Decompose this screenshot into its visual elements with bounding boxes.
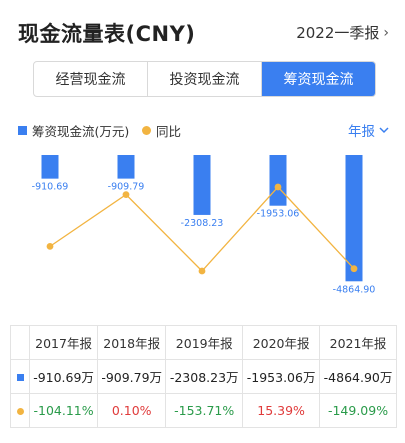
table-header-cell: 2021年报	[319, 325, 397, 360]
table-row-yoy: -104.11% 0.10% -153.71% 15.39% -149.09%	[10, 393, 397, 428]
period-type-dropdown[interactable]: 年报	[348, 120, 389, 140]
table-cell: -149.09%	[319, 393, 397, 428]
financing-cashflow-chart: -910.69 -909.79 -2308.23 -1953.06 -4864.90	[32, 155, 376, 295]
chevron-right-icon: ›	[383, 24, 389, 41]
bar	[117, 155, 135, 179]
data-table: 2017年报 2018年报 2019年报 2020年报 2021年报 -910.…	[10, 325, 397, 428]
bar-value-label: -4864.90	[333, 284, 376, 295]
table-header-cell: 2017年报	[28, 325, 99, 360]
legend-line-label: 同比	[156, 124, 182, 139]
tab-financing-cashflow[interactable]: 筹资现金流	[262, 62, 375, 96]
yoy-point	[122, 191, 130, 198]
bar	[41, 155, 59, 179]
table-cell: 0.10%	[97, 393, 167, 428]
line-marker-icon	[16, 408, 24, 415]
tab-investing-cashflow[interactable]: 投资现金流	[148, 62, 262, 96]
table-cell: -104.11%	[28, 393, 99, 428]
table-cell: -153.71%	[165, 393, 244, 428]
bar	[269, 155, 287, 206]
bar-swatch-icon	[18, 126, 27, 135]
table-cell: -1953.06万	[242, 359, 321, 394]
page-title: 现金流量表(CNY)	[18, 22, 196, 46]
tab-operating-cashflow[interactable]: 经营现金流	[34, 62, 148, 96]
table-cell: 15.39%	[242, 393, 321, 428]
bar-value-label: -910.69	[32, 182, 69, 193]
bar-value-label: -2308.23	[181, 218, 224, 229]
bar-value-label: -909.79	[108, 182, 145, 193]
table-cell: -4864.90万	[319, 359, 397, 394]
page-header: 现金流量表(CNY) 2022一季报 ›	[18, 18, 389, 48]
bar	[345, 155, 363, 282]
table-cell: -2308.23万	[165, 359, 244, 394]
report-period-selector[interactable]: 2022一季报 ›	[296, 22, 389, 43]
table-header-cell: 2020年报	[242, 325, 321, 360]
cashflow-tabs: 经营现金流 投资现金流 筹资现金流	[33, 61, 376, 97]
chart-legend: 筹资现金流(万元) 同比 年报	[18, 120, 389, 140]
yoy-point	[274, 183, 282, 191]
table-header-cell: 2018年报	[97, 325, 167, 360]
table-row-values: -910.69万 -909.79万 -2308.23万 -1953.06万 -4…	[10, 359, 397, 394]
table-cell: -909.79万	[97, 359, 167, 394]
table-cell: -910.69万	[28, 359, 99, 394]
yoy-point	[350, 265, 358, 273]
yoy-point	[198, 267, 206, 275]
line-swatch-icon	[142, 126, 151, 135]
bar-value-label: -1953.06	[257, 209, 300, 220]
legend-bar-label: 筹资现金流(万元)	[32, 124, 130, 139]
legend-item-bar: 筹资现金流(万元)	[18, 121, 129, 140]
legend-item-line: 同比	[142, 121, 181, 140]
bar-marker-icon	[16, 374, 24, 381]
yoy-point	[46, 242, 54, 250]
period-type-label: 年报	[348, 124, 375, 140]
table-header-cell: 2019年报	[165, 325, 244, 360]
table-header-row: 2017年报 2018年报 2019年报 2020年报 2021年报	[10, 325, 397, 360]
report-period-label: 2022一季报	[296, 24, 380, 42]
chevron-down-icon	[379, 126, 389, 133]
bar	[193, 155, 211, 215]
